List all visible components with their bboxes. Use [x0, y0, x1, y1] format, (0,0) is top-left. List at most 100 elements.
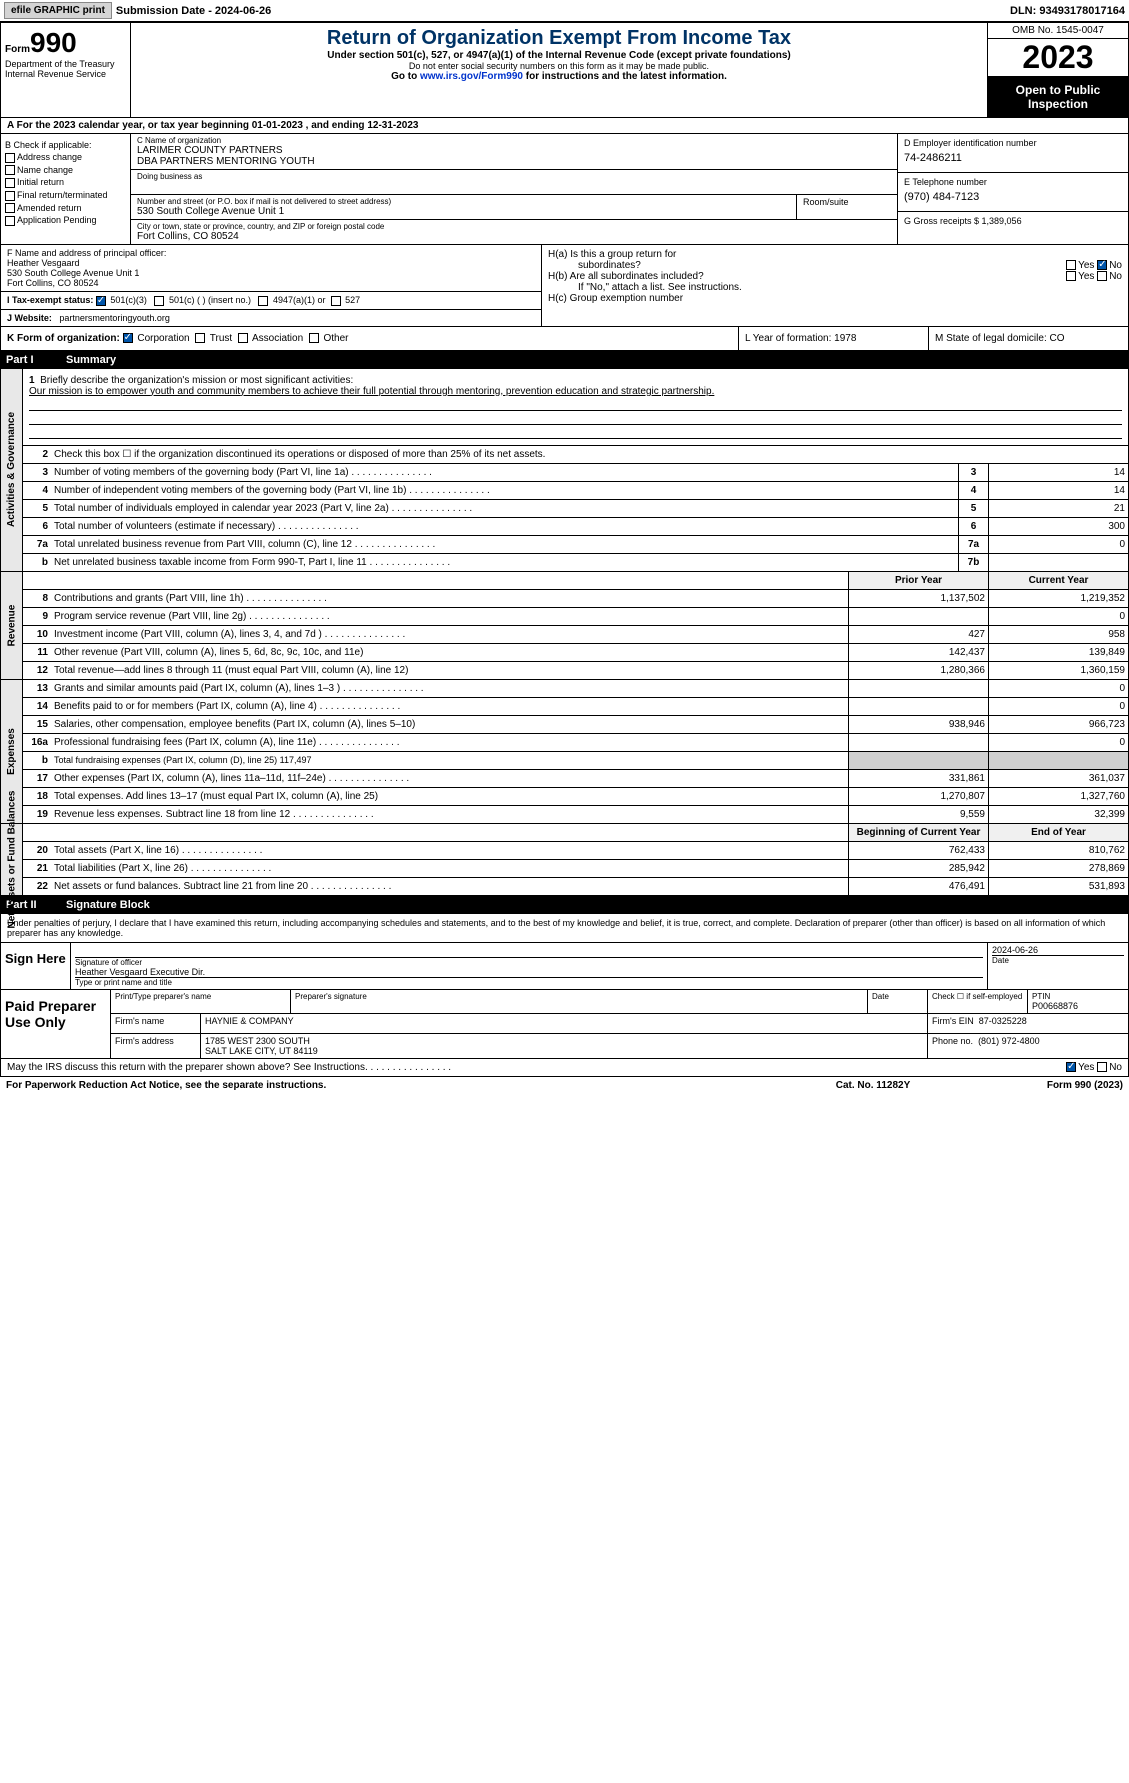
state-domicile: M State of legal domicile: CO — [928, 327, 1128, 350]
l22-end: 531,893 — [988, 878, 1128, 895]
vtab-ag: Activities & Governance — [6, 412, 17, 527]
city-value: Fort Collins, CO 80524 — [137, 231, 891, 242]
vtab-rev: Revenue — [6, 604, 17, 646]
org-name-label: C Name of organization — [137, 136, 891, 145]
officer-city: Fort Collins, CO 80524 — [7, 278, 535, 288]
header-center: Return of Organization Exempt From Incom… — [131, 23, 988, 117]
chk-discuss-no[interactable] — [1097, 1062, 1107, 1072]
street-label: Number and street (or P.O. box if mail i… — [137, 197, 790, 206]
header-right: OMB No. 1545-0047 2023 Open to Public In… — [988, 23, 1128, 117]
chk-address-change[interactable] — [5, 153, 15, 163]
l18-current: 1,327,760 — [988, 788, 1128, 805]
expenses-section: Expenses 13Grants and similar amounts pa… — [0, 680, 1129, 824]
dba-label: Doing business as — [137, 172, 891, 181]
street-value: 530 South College Avenue Unit 1 — [137, 206, 790, 217]
l9-current: 0 — [988, 608, 1128, 625]
l13-current: 0 — [988, 680, 1128, 697]
firm-addr1: 1785 WEST 2300 SOUTH — [205, 1036, 923, 1046]
open-inspection: Open to Public Inspection — [988, 77, 1128, 117]
form-header: Form990 Department of the Treasury Inter… — [0, 22, 1129, 118]
chk-name-change[interactable] — [5, 165, 15, 175]
sign-here-label: Sign Here — [1, 943, 71, 989]
top-bar: efile GRAPHIC print Submission Date - 20… — [0, 0, 1129, 22]
room-suite-label: Room/suite — [797, 195, 897, 219]
vtab-exp: Expenses — [6, 728, 17, 775]
l19-current: 32,399 — [988, 806, 1128, 823]
col-b-checkboxes: B Check if applicable: Address change Na… — [1, 134, 131, 244]
l8-prior: 1,137,502 — [848, 590, 988, 607]
l3-value: 14 — [988, 464, 1128, 481]
l11-prior: 142,437 — [848, 644, 988, 661]
mission-text: Our mission is to empower youth and comm… — [29, 386, 714, 397]
l9-prior — [848, 608, 988, 625]
firm-phone: (801) 972-4800 — [978, 1036, 1040, 1046]
chk-ha-no[interactable] — [1097, 260, 1107, 270]
l12-current: 1,360,159 — [988, 662, 1128, 679]
ein-value: 74-2486211 — [904, 148, 1122, 168]
irs-link[interactable]: www.irs.gov/Form990 — [420, 71, 523, 82]
l7a-value: 0 — [988, 536, 1128, 553]
activities-governance: Activities & Governance 1 Briefly descri… — [0, 369, 1129, 572]
l20-begin: 762,433 — [848, 842, 988, 859]
l11-current: 139,849 — [988, 644, 1128, 661]
row-i-tax-status: I Tax-exempt status: 501(c)(3) 501(c) ( … — [1, 292, 541, 310]
pra-notice: For Paperwork Reduction Act Notice, see … — [6, 1080, 773, 1091]
header-left: Form990 Department of the Treasury Inter… — [1, 23, 131, 117]
irs-label: Internal Revenue Service — [5, 69, 126, 79]
sign-here-block: Sign Here Signature of officer Heather V… — [0, 943, 1129, 990]
chk-other[interactable] — [309, 333, 319, 343]
firm-name: HAYNIE & COMPANY — [201, 1014, 928, 1033]
cat-no: Cat. No. 11282Y — [773, 1080, 973, 1091]
chk-assoc[interactable] — [238, 333, 248, 343]
gross-label: G Gross receipts $ — [904, 216, 982, 226]
col-c-org-info: C Name of organization LARIMER COUNTY PA… — [131, 134, 898, 244]
part-2-header: Part IISignature Block — [0, 896, 1129, 914]
net-assets-section: Net Assets or Fund Balances Beginning of… — [0, 824, 1129, 896]
dln: DLN: 93493178017164 — [1010, 5, 1125, 17]
chk-app-pending[interactable] — [5, 216, 15, 226]
paid-preparer-label: Paid Preparer Use Only — [1, 990, 111, 1058]
l21-end: 278,869 — [988, 860, 1128, 877]
l14-current: 0 — [988, 698, 1128, 715]
l16a-current: 0 — [988, 734, 1128, 751]
chk-final-return[interactable] — [5, 191, 15, 201]
chk-ha-yes[interactable] — [1066, 260, 1076, 270]
l6-value: 300 — [988, 518, 1128, 535]
l22-begin: 476,491 — [848, 878, 988, 895]
col-d-ein: D Employer identification number 74-2486… — [898, 134, 1128, 244]
main-info-block: B Check if applicable: Address change Na… — [0, 134, 1129, 245]
l4-value: 14 — [988, 482, 1128, 499]
firm-ein: 87-0325228 — [979, 1016, 1027, 1026]
row-fhi: F Name and address of principal officer:… — [0, 245, 1129, 327]
l21-begin: 285,942 — [848, 860, 988, 877]
chk-501c[interactable] — [154, 296, 164, 306]
chk-corp[interactable] — [123, 333, 133, 343]
chk-501c3[interactable] — [96, 296, 106, 306]
gross-value: 1,389,056 — [982, 216, 1022, 226]
tel-label: E Telephone number — [904, 177, 1122, 187]
l15-current: 966,723 — [988, 716, 1128, 733]
chk-amended-return[interactable] — [5, 203, 15, 213]
ssn-warning: Do not enter social security numbers on … — [135, 61, 983, 71]
chk-4947[interactable] — [258, 296, 268, 306]
row-k: K Form of organization: Corporation Trus… — [0, 327, 1129, 351]
chk-trust[interactable] — [195, 333, 205, 343]
omb-number: OMB No. 1545-0047 — [988, 23, 1128, 39]
vtab-na: Net Assets or Fund Balances — [6, 790, 17, 928]
chk-discuss-yes[interactable] — [1066, 1062, 1076, 1072]
chk-hb-no[interactable] — [1097, 271, 1107, 281]
officer-sig-name: Heather Vesgaard Executive Dir. — [75, 967, 983, 977]
form-subtitle: Under section 501(c), 527, or 4947(a)(1)… — [135, 50, 983, 61]
l15-prior: 938,946 — [848, 716, 988, 733]
tax-year: 2023 — [988, 39, 1128, 77]
l14-prior — [848, 698, 988, 715]
submission-date: Submission Date - 2024-06-26 — [116, 5, 271, 17]
ein-label: D Employer identification number — [904, 138, 1122, 148]
discuss-row: May the IRS discuss this return with the… — [0, 1059, 1129, 1077]
chk-527[interactable] — [331, 296, 341, 306]
chk-initial-return[interactable] — [5, 178, 15, 188]
h-block: H(a) Is this a group return for subordin… — [541, 245, 1128, 326]
chk-hb-yes[interactable] — [1066, 271, 1076, 281]
l20-end: 810,762 — [988, 842, 1128, 859]
efile-print-button[interactable]: efile GRAPHIC print — [4, 2, 112, 19]
